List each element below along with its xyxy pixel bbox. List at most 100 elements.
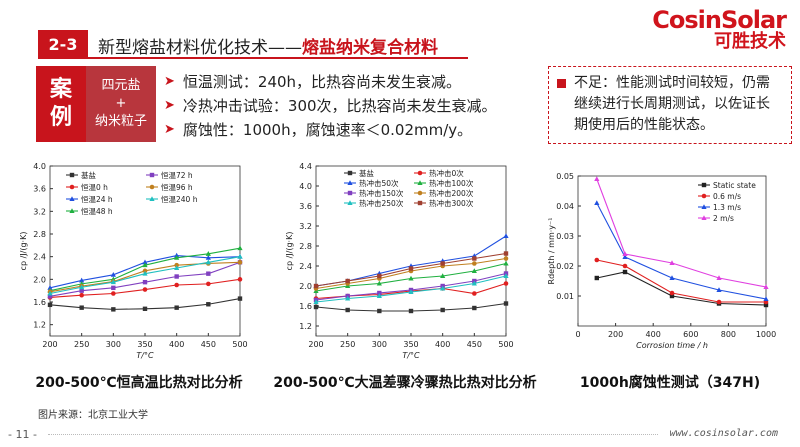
y-tick-label: 1.2 — [299, 322, 312, 331]
data-point — [503, 256, 509, 261]
x-tick-label: 300 — [372, 340, 387, 349]
data-point — [205, 255, 211, 260]
data-point — [111, 291, 116, 296]
legend-marker — [149, 184, 155, 190]
data-point — [503, 273, 509, 278]
data-point — [376, 280, 382, 286]
data-point — [503, 281, 509, 286]
section-tag: 2-3 — [38, 30, 88, 58]
legend-label: 热冲击0次 — [429, 168, 464, 178]
data-point — [377, 308, 382, 314]
data-point — [440, 261, 445, 266]
series-line — [596, 271, 767, 306]
x-tick-label: 500 — [498, 340, 513, 349]
y-tick-label: 1.6 — [33, 298, 46, 307]
data-point — [47, 285, 53, 290]
x-tick-label: 0 — [575, 330, 580, 339]
data-point — [622, 251, 628, 256]
legend-marker — [69, 196, 75, 201]
chart-thermal-shock: 200 250 300 350 400 450 500 1.2 1.6 2.0 2.4 2.8 3.2 3… — [285, 162, 514, 360]
x-tick-label: 350 — [403, 340, 418, 349]
data-point — [47, 302, 53, 308]
case-label: 案 例 — [36, 66, 86, 142]
legend-marker — [701, 215, 707, 220]
y-tick-label: 4.4 — [299, 162, 312, 171]
legend-marker — [347, 190, 353, 196]
series-line — [315, 257, 507, 290]
arrow-icon: ➤ — [164, 98, 175, 113]
data-point — [472, 261, 477, 266]
logo-line2: 可胜技术 — [714, 31, 786, 52]
data-point — [763, 284, 769, 289]
series-line — [596, 202, 767, 300]
data-point — [237, 245, 243, 251]
legend-marker — [149, 196, 155, 201]
legend-marker — [149, 172, 155, 178]
data-point — [313, 283, 319, 289]
legend-label: 恒温240 h — [161, 194, 198, 204]
x-tick-label: 250 — [74, 340, 89, 349]
y-tick-label: 3.6 — [33, 185, 46, 194]
chart-constant-temperature: 200 250 300 350 400 450 500 1.2 1.6 2.0 2.4 2.8 3.2 3… — [19, 162, 248, 360]
data-point — [313, 304, 319, 310]
y-tick-label: 0.01 — [556, 292, 574, 301]
y-tick-label: 0.05 — [556, 172, 574, 181]
y-tick-label: 1.2 — [33, 321, 46, 330]
x-tick-label: 400 — [435, 340, 450, 349]
data-point — [594, 275, 599, 281]
y-axis-label: Rdepth / mm·y⁻¹ — [548, 218, 556, 285]
data-point — [716, 299, 722, 305]
y-tick-label: 3.2 — [299, 222, 312, 231]
data-point — [716, 275, 722, 280]
data-point — [345, 295, 351, 301]
data-point — [174, 274, 179, 279]
arrow-icon: ➤ — [164, 74, 175, 89]
data-point — [79, 284, 85, 290]
chart-corrosion: 0 200 400 600 800 1000 0.01 0.02 0.03 0.04 0.05 Cor… — [548, 172, 776, 350]
legend-marker — [701, 204, 707, 209]
data-point — [440, 273, 446, 278]
title-underline — [38, 57, 468, 59]
x-tick-label: 1000 — [756, 330, 776, 339]
caption-chart-1: 200-500℃恒高温比热对比分析 — [35, 375, 243, 391]
legend-label: Static state — [713, 181, 756, 190]
point-text: 恒温测试：240h，比热容尚未发生衰减。 — [182, 73, 462, 91]
title-highlight: 熔盐纳米复合材料 — [302, 38, 438, 58]
data-point — [237, 277, 243, 282]
header: 2-3 新型熔盐材料优化技术——熔盐纳米复合材料 — [0, 30, 800, 59]
data-point — [237, 296, 243, 301]
x-tick-label: 200 — [308, 340, 323, 349]
x-axis-label: Corrosion time / h — [636, 341, 708, 350]
data-point — [669, 293, 675, 299]
legend-marker — [347, 200, 353, 205]
data-point — [503, 233, 509, 238]
data-point — [503, 260, 509, 266]
brand-logo: CosinSolar 可胜技术 — [652, 8, 787, 52]
data-point — [110, 279, 116, 285]
data-point — [472, 305, 477, 311]
x-axis-label: T/°C — [402, 351, 420, 360]
x-tick-label: 350 — [137, 340, 152, 349]
x-tick-label: 400 — [169, 340, 184, 349]
legend-marker — [417, 170, 423, 176]
x-tick-label: 400 — [646, 330, 661, 339]
data-point — [622, 269, 628, 275]
website-url: www.cosinsolar.com — [669, 428, 778, 439]
note-text: 不足：性能测试时间较短，仍需继续进行长周期测试，以佐证长期使用后的性能状态。 — [574, 75, 770, 133]
x-tick-label: 450 — [201, 340, 216, 349]
legend-marker — [69, 184, 75, 190]
data-point — [408, 275, 414, 281]
page-title: 新型熔盐材料优化技术——熔盐纳米复合材料 — [98, 33, 438, 58]
plot-frame — [577, 175, 767, 327]
material-line-2: 纳米粒子 — [94, 114, 147, 129]
data-point — [408, 308, 414, 314]
legend-marker — [347, 170, 353, 176]
point-text: 腐蚀性：1000h，腐蚀速率＜0.02mm/y。 — [182, 121, 473, 139]
data-point — [174, 262, 179, 268]
y-tick-label: 2.0 — [299, 282, 312, 291]
data-point — [408, 266, 414, 271]
data-point — [142, 259, 148, 265]
data-point — [503, 301, 509, 306]
x-tick-label: 800 — [721, 330, 736, 339]
x-tick-label: 200 — [42, 340, 57, 349]
